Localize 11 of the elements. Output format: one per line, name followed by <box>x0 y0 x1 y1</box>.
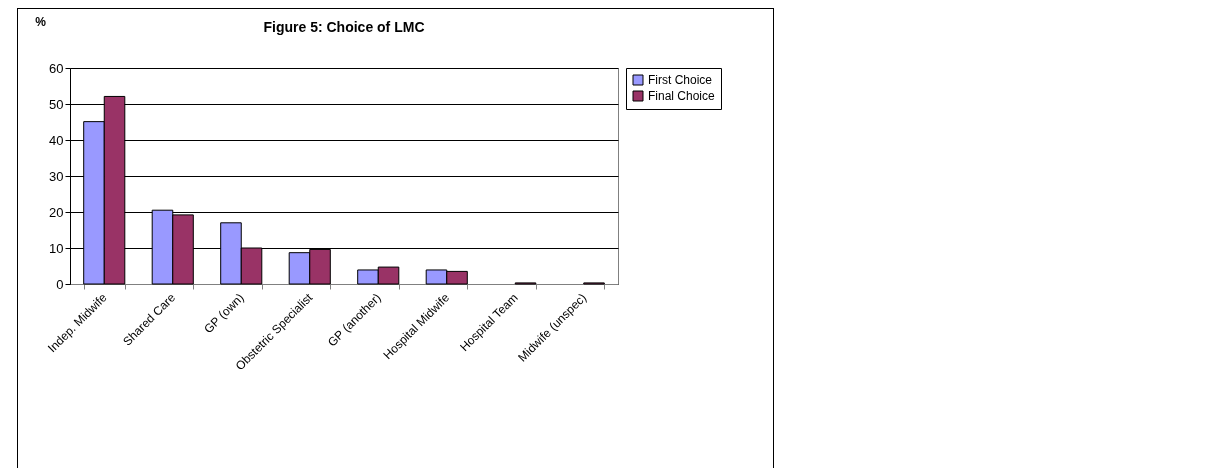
y-tick-label: 0 <box>56 276 64 292</box>
legend-label: First Choice <box>648 73 713 87</box>
y-tick-label: 40 <box>49 132 64 148</box>
y-axis-title: % <box>35 14 47 29</box>
y-tick-label: 10 <box>49 240 64 256</box>
chart-title: Figure 5: Choice of LMC <box>263 19 425 35</box>
y-tick-label: 60 <box>49 60 64 76</box>
y-tick-label: 50 <box>49 96 64 112</box>
y-tick-label: 30 <box>49 168 64 184</box>
y-tick-label: 20 <box>49 204 64 220</box>
legend-label: Final Choice <box>648 89 716 103</box>
